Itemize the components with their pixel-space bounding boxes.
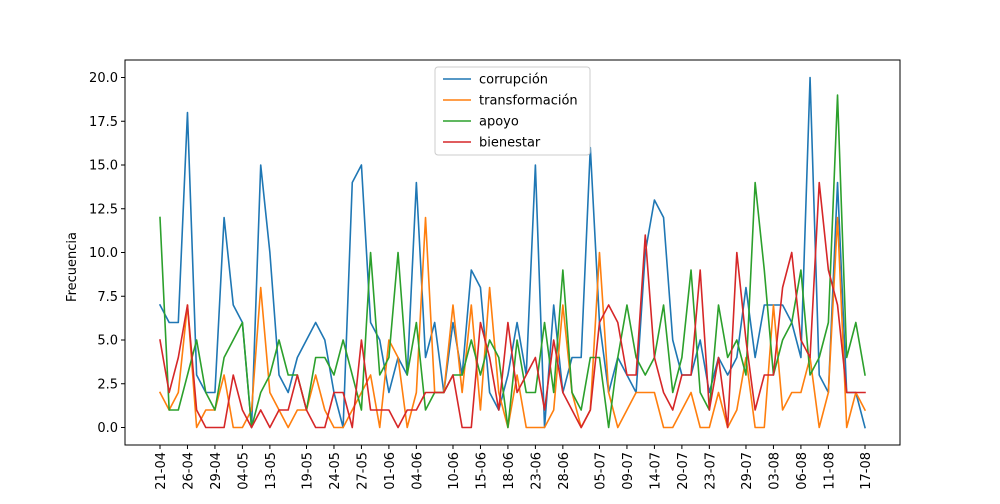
series-line-4	[159, 181, 866, 429]
y-tick-label: 15.0	[89, 159, 118, 174]
x-tick-label: 19-05	[300, 452, 315, 490]
axes: 0.0 2.5 5.0 7.5 10.0 12.5 15.0 17.5 20.0 21-04 26-…	[89, 59, 901, 490]
x-tick-label: 13-05	[264, 452, 279, 490]
series-line-1	[158, 76, 866, 429]
y-tick-label: 2.5	[97, 377, 118, 392]
y-tick-label: 12.5	[89, 202, 118, 217]
y-tick-label: 20.0	[89, 71, 118, 86]
y-tick-label: 17.5	[89, 115, 118, 130]
legend-label-4: bienestar	[479, 136, 541, 151]
y-axis-label: Frecuencia	[65, 232, 80, 302]
x-tick-label: 03-08	[767, 452, 782, 490]
legend-label-1: corrupción	[479, 73, 548, 88]
x-tick-label: 04-05	[236, 452, 251, 490]
legend-label-3: apoyo	[479, 115, 519, 130]
x-tick-label: 06-08	[795, 452, 810, 490]
legend-label-2: transformación	[479, 94, 578, 109]
x-tick-label: 20-07	[676, 452, 691, 490]
x-tick-label: 26-04	[181, 452, 196, 490]
x-tick-label: 15-06	[474, 452, 489, 490]
x-tick-label: 29-07	[740, 452, 755, 490]
x-tick-label: 28-06	[557, 452, 572, 490]
y-tick-label: 0.0	[97, 421, 118, 436]
y-tick-label: 7.5	[97, 290, 118, 305]
y-tick-label: 10.0	[89, 246, 118, 261]
series-line-2	[158, 216, 867, 429]
x-tick-label: 17-08	[859, 452, 874, 490]
x-tick-label: 23-06	[529, 452, 544, 490]
x-tick-label: 21-04	[154, 452, 169, 490]
x-tick-label: 14-07	[648, 452, 663, 490]
x-tick-label: 27-05	[355, 452, 370, 490]
x-tick-label: 18-06	[502, 452, 517, 490]
x-tick-label: 04-06	[410, 452, 425, 490]
series-lines	[158, 76, 867, 429]
x-tick-label: 24-05	[328, 452, 343, 490]
series-line-3	[159, 94, 866, 429]
x-tick-label: 29-04	[209, 452, 224, 490]
y-tick-label: 5.0	[97, 334, 118, 349]
x-tick-label: 09-07	[621, 452, 636, 490]
x-tick-label: 01-06	[383, 452, 398, 490]
x-tick-label: 23-07	[703, 452, 718, 490]
x-tick-label: 05-07	[593, 452, 608, 490]
legend-box	[434, 66, 591, 156]
x-tick-label: 10-06	[447, 452, 462, 490]
legend: corrupción transformación apoyo bienestar	[434, 66, 591, 156]
x-tick-label: 11-08	[822, 452, 837, 490]
